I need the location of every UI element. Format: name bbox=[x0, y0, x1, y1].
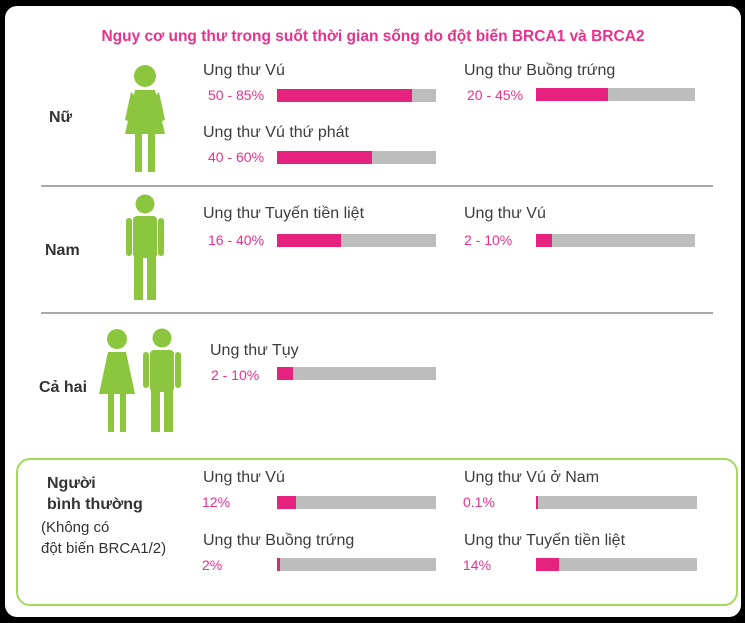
infographic-title: Nguy cơ ung thư trong suốt thời gian sốn… bbox=[101, 28, 645, 45]
male-figure-icon bbox=[126, 194, 164, 300]
item-range: 14% bbox=[463, 557, 492, 573]
risk-bar-fill bbox=[536, 558, 559, 571]
risk-bar-fill bbox=[277, 367, 293, 380]
item-range: 50 - 85% bbox=[208, 87, 265, 103]
risk-bar-fill bbox=[536, 496, 538, 509]
risk-bar bbox=[277, 234, 436, 247]
risk-bar-fill bbox=[277, 558, 281, 571]
risk-bar bbox=[277, 89, 436, 102]
general-population-box bbox=[16, 458, 738, 606]
female-figure-icon bbox=[125, 65, 165, 172]
item-name: Ung thư Vú thứ phát bbox=[203, 124, 349, 141]
couple-figure-icon bbox=[99, 328, 181, 432]
label-line: Người bbox=[47, 475, 96, 492]
risk-bar bbox=[536, 496, 697, 509]
risk-bar bbox=[536, 88, 695, 101]
item-name: Ung thư Tụy bbox=[210, 342, 299, 359]
risk-bar-fill bbox=[277, 151, 373, 164]
item-range: 20 - 45% bbox=[467, 87, 524, 103]
risk-bar bbox=[536, 558, 697, 571]
infographic-panel: Nguy cơ ung thư trong suốt thời gian sốn… bbox=[5, 6, 741, 617]
section-divider bbox=[41, 312, 713, 314]
item-range: 2% bbox=[202, 557, 223, 573]
item-name: Ung thư Tuyến tiền liệt bbox=[203, 205, 365, 222]
item-name: Ung thư Buồng trứng bbox=[464, 62, 616, 79]
risk-bar bbox=[277, 367, 436, 380]
group-label-female: Nữ bbox=[49, 109, 73, 126]
item-range: 0.1% bbox=[463, 494, 495, 510]
risk-bar bbox=[277, 496, 436, 509]
risk-bar-fill bbox=[277, 89, 413, 102]
item-range: 12% bbox=[202, 494, 231, 510]
item-name: Ung thư Vú bbox=[203, 469, 285, 486]
note-line: đột biến BRCA1/2) bbox=[41, 540, 167, 557]
item-name: Ung thư Vú bbox=[464, 205, 546, 222]
item-range: 16 - 40% bbox=[208, 232, 265, 248]
item-name: Ung thư Buồng trứng bbox=[203, 532, 355, 549]
label-line: bình thường bbox=[47, 496, 143, 513]
risk-bar bbox=[536, 234, 695, 247]
risk-bar-fill bbox=[536, 234, 552, 247]
item-range: 2 - 10% bbox=[211, 367, 260, 383]
risk-bar bbox=[277, 558, 436, 571]
item-range: 40 - 60% bbox=[208, 149, 265, 165]
risk-bar-fill bbox=[277, 496, 297, 509]
item-name: Ung thư Vú bbox=[203, 62, 285, 79]
item-name: Ung thư Vú ở Nam bbox=[464, 469, 600, 486]
item-name: Ung thư Tuyến tiền liệt bbox=[464, 532, 626, 549]
group-label-both: Cả hai bbox=[39, 379, 88, 396]
item-range: 2 - 10% bbox=[464, 232, 513, 248]
general-population-note: (Không có đột biến BRCA1/2) bbox=[41, 517, 166, 559]
group-label-male: Nam bbox=[45, 242, 80, 259]
section-divider bbox=[41, 185, 713, 187]
risk-bar-fill bbox=[277, 234, 341, 247]
note-line: (Không có bbox=[41, 519, 110, 536]
risk-bar bbox=[277, 151, 436, 164]
risk-bar-fill bbox=[536, 88, 608, 101]
group-label-normal: Người bình thường bbox=[47, 473, 143, 515]
